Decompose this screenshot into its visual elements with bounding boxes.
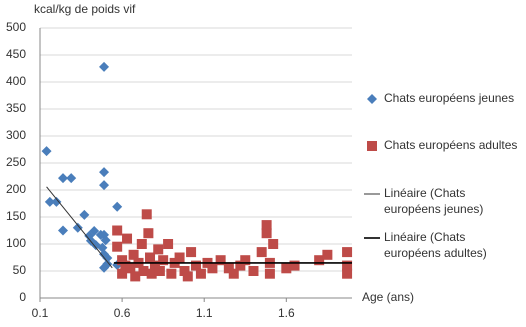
point	[154, 266, 165, 276]
point	[235, 260, 246, 271]
point	[195, 268, 206, 279]
y-tick-label: 100	[6, 236, 26, 250]
legend-label: Linéaire (Chats européens jeunes)	[384, 186, 484, 216]
point	[174, 252, 185, 263]
point	[182, 271, 193, 282]
point	[179, 266, 190, 276]
point	[223, 263, 234, 274]
y-tick-label: 500	[6, 20, 26, 34]
point	[248, 266, 259, 276]
point	[117, 268, 128, 279]
y-tick-label: 200	[6, 182, 26, 196]
x-tick-label: 1.6	[278, 306, 295, 320]
point	[256, 247, 267, 258]
y-tick-label: 250	[6, 155, 26, 169]
x-axis-label: Age (ans)	[362, 290, 414, 304]
point	[314, 255, 325, 266]
point	[44, 196, 55, 207]
point	[89, 226, 100, 237]
point	[191, 260, 201, 271]
point	[158, 255, 169, 266]
point	[128, 249, 139, 260]
y-tick-label: 0	[19, 290, 26, 304]
point	[166, 268, 177, 279]
point	[228, 268, 239, 279]
point	[57, 173, 68, 184]
point	[261, 220, 272, 231]
legend-label: Linéaire (Chats européens adultes)	[384, 230, 487, 260]
point	[102, 258, 113, 269]
point	[342, 260, 353, 271]
point	[322, 249, 333, 260]
trend-line	[46, 186, 113, 269]
point	[342, 247, 353, 258]
point	[207, 263, 218, 274]
y-tick-label: 350	[6, 101, 26, 115]
point	[268, 239, 279, 249]
legend-swatch	[367, 141, 377, 151]
point	[264, 268, 275, 279]
point	[122, 233, 133, 244]
point	[112, 241, 123, 252]
point	[66, 173, 77, 184]
point	[79, 209, 90, 220]
point	[215, 255, 226, 266]
point	[100, 235, 111, 246]
y-axis-label: kcal/kg de poids vif	[34, 2, 136, 16]
point	[99, 61, 110, 72]
point	[342, 268, 353, 279]
point	[112, 201, 123, 212]
point	[240, 255, 251, 266]
point	[261, 228, 272, 239]
point	[99, 180, 110, 191]
point	[163, 239, 174, 249]
point	[51, 196, 62, 207]
point	[138, 266, 149, 276]
x-tick-label: 0.6	[114, 306, 131, 320]
point	[289, 260, 300, 271]
point	[99, 167, 110, 178]
y-tick-label: 400	[6, 74, 26, 88]
point	[112, 225, 123, 236]
point	[99, 249, 110, 260]
point	[125, 263, 136, 274]
legend-label: Chats européens adultes	[384, 138, 518, 152]
x-tick-label: 0.1	[32, 306, 49, 320]
y-tick-label: 50	[13, 263, 27, 277]
point	[41, 146, 52, 157]
point	[102, 253, 113, 264]
point	[130, 271, 141, 282]
point	[186, 247, 197, 258]
point	[141, 209, 152, 220]
point	[146, 268, 157, 279]
y-tick-label: 150	[6, 209, 26, 223]
point	[136, 239, 147, 249]
point	[281, 263, 292, 274]
x-tick-label: 1.1	[196, 306, 213, 320]
point	[117, 255, 128, 266]
point	[143, 228, 154, 239]
point	[145, 252, 156, 263]
point	[57, 225, 68, 236]
point	[72, 222, 83, 233]
point	[153, 244, 164, 255]
y-tick-label: 450	[6, 47, 26, 61]
legend-swatch	[367, 94, 377, 104]
point	[149, 260, 160, 271]
y-tick-label: 300	[6, 128, 26, 142]
legend-label: Chats européens jeunes	[384, 91, 515, 105]
